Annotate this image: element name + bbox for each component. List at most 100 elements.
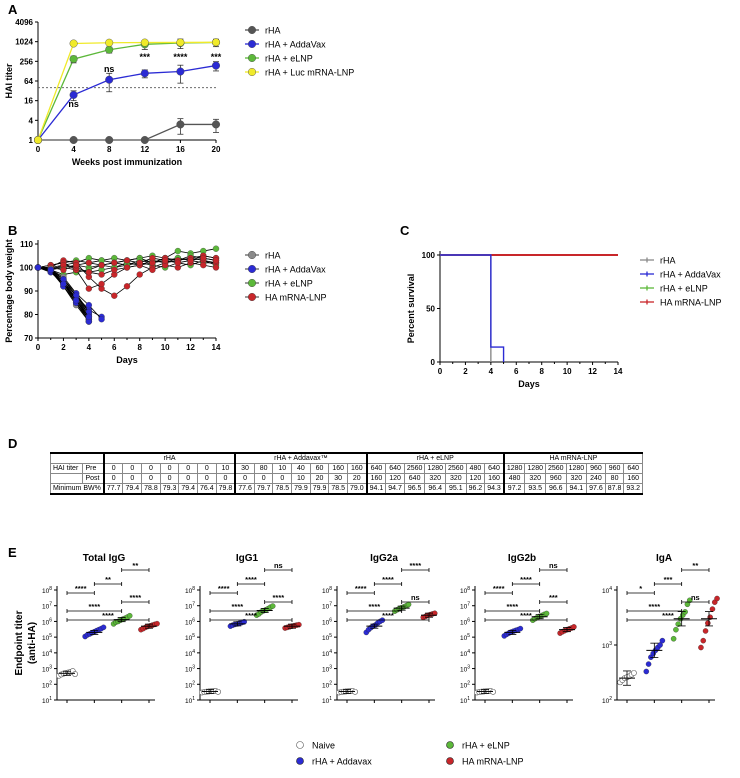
- subplot-title-e: IgG2b: [508, 553, 536, 564]
- table-cell-bw: 76.4: [196, 483, 217, 495]
- ytick-label-b: 100: [20, 264, 34, 273]
- xtick-label-c: 12: [588, 367, 597, 376]
- xlabel-c: Days: [518, 379, 540, 389]
- legend-label-e: rHA + Addavax: [312, 757, 372, 767]
- xtick-label-a: 20: [212, 145, 221, 154]
- ytick-exponent-e: 2: [49, 680, 52, 686]
- table-cell-post: 160: [484, 473, 505, 484]
- sig-label-e: ****: [648, 602, 660, 611]
- table-group-header: rHA + eLNP: [365, 452, 505, 464]
- ytick-label-e: 107: [460, 602, 470, 611]
- sig-label-e: ns: [549, 561, 558, 570]
- data-point-e: [702, 628, 709, 634]
- ytick-label-e: 108: [460, 586, 470, 595]
- sig-label-e: ****: [129, 593, 141, 602]
- data-point-a: [140, 135, 149, 144]
- weight-point-b: [60, 280, 67, 288]
- ytick-label-e: 102: [42, 680, 52, 689]
- ytick-label-e: 102: [185, 680, 195, 689]
- survival-curve-c: [440, 254, 492, 362]
- weight-point-b: [136, 271, 143, 278]
- table-cell-pre: 2560: [445, 463, 467, 474]
- legend-marker-e: [296, 741, 304, 749]
- ytick-exponent-e: 7: [49, 602, 52, 608]
- table-cell-bw: 96.2: [465, 483, 486, 495]
- sig-label-e: ****: [520, 611, 532, 620]
- table-cell-pre: 10: [215, 463, 236, 474]
- xtick-label-b: 6: [112, 343, 117, 352]
- sig-label-e: ns: [691, 593, 700, 602]
- ytick-label-e: 103: [460, 665, 470, 674]
- weight-point-b: [98, 271, 105, 278]
- ytick-label-b: 90: [24, 287, 33, 296]
- weight-point-b: [34, 264, 42, 271]
- table-cell-bw: 79.9: [291, 483, 311, 495]
- sig-label-e: ****: [102, 611, 114, 620]
- weight-point-b: [47, 266, 54, 274]
- sig-label-e: ****: [382, 611, 394, 620]
- table-cell-bw: 78.5: [272, 483, 293, 495]
- significance-label-a: ***: [211, 52, 222, 62]
- table-cell-pre: 0: [141, 463, 161, 474]
- data-point-e: [645, 661, 652, 667]
- table-cell-post: 480: [502, 473, 526, 484]
- ytick-label-c: 0: [431, 358, 436, 367]
- table-cell-bw: 93.2: [623, 483, 644, 495]
- table-cell-bw: 79.7: [253, 483, 274, 495]
- ytick-label-e: 101: [322, 696, 332, 705]
- table-cell-bw: 96.4: [424, 483, 446, 495]
- table-cell-pre: 0: [122, 463, 143, 474]
- subplot-title-e: IgG1: [236, 553, 259, 564]
- weight-point-b: [123, 264, 131, 271]
- ytick-label-a: 1024: [15, 38, 33, 47]
- sig-label-e: ****: [506, 602, 518, 611]
- data-point-e: [631, 670, 637, 676]
- ytick-exponent-e: 1: [467, 696, 470, 702]
- table-cell-bw: 97.6: [586, 483, 606, 495]
- data-point-e: [698, 644, 704, 651]
- xtick-label-c: 10: [563, 367, 572, 376]
- table-cell-post: 0: [122, 473, 143, 484]
- sig-label-e: **: [132, 561, 138, 570]
- ytick-label-e: 102: [322, 680, 332, 689]
- sig-label-e: ****: [88, 602, 100, 611]
- legend-label-a: rHA: [265, 26, 281, 36]
- ytick-exponent-e: 8: [329, 586, 332, 592]
- table-cell-bw: 79.3: [159, 483, 180, 495]
- weight-point-b: [123, 257, 131, 264]
- data-point-e: [72, 671, 78, 677]
- ytick-exponent-e: 3: [192, 665, 195, 671]
- data-point-a: [140, 69, 149, 78]
- ytick-exponent-e: 8: [467, 586, 470, 592]
- table-cell-pre: 640: [484, 463, 505, 474]
- weight-point-b: [212, 257, 220, 264]
- xtick-label-a: 0: [36, 145, 41, 154]
- weight-point-b: [174, 247, 182, 255]
- sig-label-e: ****: [231, 602, 243, 611]
- data-point-a: [105, 135, 114, 144]
- legend-label-c: HA mRNA-LNP: [660, 298, 722, 308]
- significance-label-a: ***: [140, 52, 151, 62]
- data-point-e: [686, 597, 693, 604]
- table-cell-post: 320: [565, 473, 588, 484]
- table-cell-pre: 960: [586, 463, 606, 474]
- data-point-a: [105, 75, 114, 84]
- ytick-exponent-e: 6: [467, 617, 470, 623]
- legend-marker-b: [247, 265, 256, 274]
- legend-label-c: rHA + eLNP: [660, 284, 708, 294]
- ytick-label-e: 102: [602, 696, 612, 705]
- legend-label-b: rHA: [265, 251, 281, 261]
- panel-label-b: B: [8, 223, 17, 238]
- panel-label-d: D: [8, 436, 17, 451]
- table-cell-bw: 94.7: [385, 483, 405, 495]
- table-cell-pre: 2560: [544, 463, 567, 474]
- weight-point-b: [85, 313, 93, 321]
- legend-label-e: rHA + eLNP: [462, 741, 510, 751]
- ytick-exponent-e: 8: [49, 586, 52, 592]
- legend-label-a: rHA + AddaVax: [265, 40, 326, 50]
- table-cell-pre: 2560: [403, 463, 426, 474]
- table-cell-pre: 30: [234, 463, 255, 474]
- ytick-exponent-e: 5: [467, 633, 470, 639]
- data-point-e: [673, 626, 679, 633]
- table-cell-post: 80: [604, 473, 625, 484]
